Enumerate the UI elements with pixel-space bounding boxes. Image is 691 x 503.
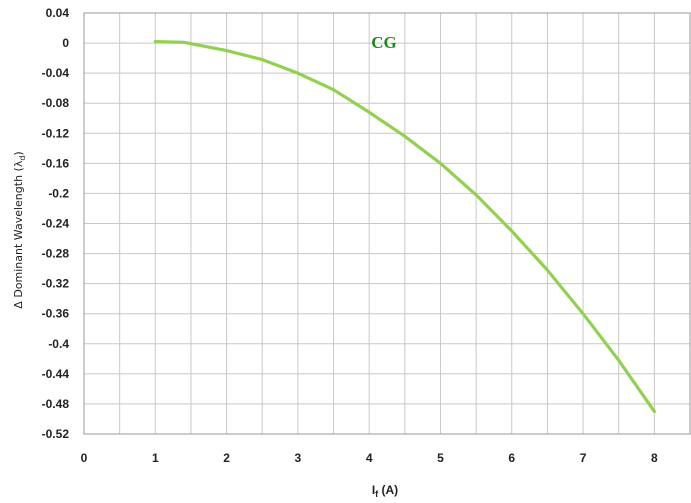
- x-tick-label: 1: [152, 451, 159, 465]
- y-tick-label: -0.16: [42, 156, 70, 170]
- x-tick-label: 2: [223, 451, 230, 465]
- series-line-0: [153, 39, 656, 414]
- x-axis-title-main: I: [372, 483, 375, 497]
- plot-frame: [83, 12, 691, 435]
- y-axis-title-sub: d: [18, 156, 27, 161]
- y-axis-title-main: Δ Dominant Wavelength (λ: [12, 160, 25, 309]
- chart-annotation-cg: CG: [371, 33, 397, 52]
- y-axis-title: Δ Dominant Wavelength (λd): [12, 151, 27, 308]
- plot-area-border: [83, 12, 691, 435]
- y-tick-label: -0.36: [42, 307, 70, 321]
- x-tick-label: 8: [651, 451, 658, 465]
- y-tick-labels: 0.04 0 -0.04 -0.08 -0.12 -0.16 -0.2 -0.24 -0.28 -…: [42, 6, 70, 441]
- y-tick-label: -0.48: [42, 397, 70, 411]
- x-tick-label: 0: [81, 451, 88, 465]
- x-axis-title: If (A): [372, 483, 398, 499]
- x-tick-label: 5: [437, 451, 444, 465]
- y-tick-label: -0.12: [42, 126, 70, 140]
- y-tick-label: -0.24: [42, 217, 70, 231]
- x-tick-label: 4: [366, 451, 373, 465]
- y-tick-label: -0.2: [48, 186, 69, 200]
- x-tick-label: 6: [508, 451, 515, 465]
- y-tick-label: 0: [62, 36, 69, 50]
- x-tick-label: 7: [580, 451, 587, 465]
- y-tick-label: 0.04: [46, 6, 70, 20]
- x-axis-title-unit: (A): [378, 483, 398, 497]
- y-tick-label: -0.52: [42, 427, 70, 441]
- x-tick-labels: 0 1 2 3 4 5 6 7 8: [81, 451, 658, 465]
- x-tick-label: 3: [295, 451, 302, 465]
- series-layer: [153, 39, 656, 414]
- grid: [83, 12, 691, 435]
- y-tick-label: -0.08: [42, 96, 70, 110]
- y-axis-title-close: ): [12, 151, 25, 155]
- y-tick-label: -0.44: [42, 367, 70, 381]
- y-tick-label: -0.04: [42, 66, 70, 80]
- x-axis-title-sub: f: [375, 489, 379, 499]
- y-tick-label: -0.28: [42, 247, 70, 261]
- y-tick-label: -0.32: [42, 277, 70, 291]
- y-tick-label: -0.4: [48, 337, 69, 351]
